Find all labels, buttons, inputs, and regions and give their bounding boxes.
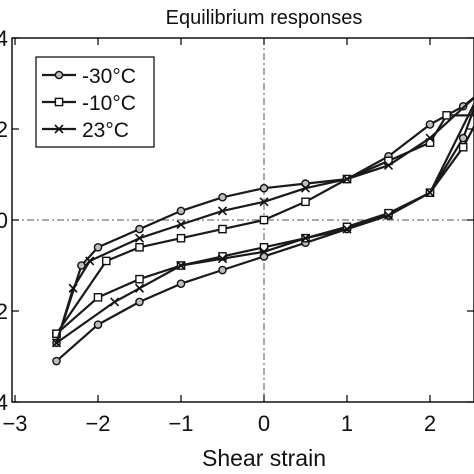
data-point-b [134,233,145,243]
x-tick-label: 1 [341,411,353,436]
series-2 [52,111,474,339]
data-point [383,160,394,170]
data-point-b [51,338,62,348]
x-tick-label: −1 [168,411,193,436]
x-axis-label: Shear strain [202,445,326,471]
legend-marker-b [54,124,64,134]
data-point [93,242,103,252]
x-tick-label: −2 [85,411,110,436]
data-point [218,192,227,202]
data-point [93,293,103,302]
data-point [425,120,435,129]
data-point [68,283,78,293]
data-point-b [259,247,269,257]
y-axis-ticks: 4 2 0 2 4 [0,26,474,415]
data-point [425,133,435,143]
data-point [217,206,228,216]
data-point [176,279,186,289]
data-point-b [342,174,352,184]
data-point-b [425,188,435,198]
data-point [342,224,352,234]
data-point-b [259,197,269,207]
y-tick-label: 4 [0,26,8,51]
data-point [259,247,269,257]
data-point-b [300,233,311,243]
data-point-b [176,219,186,230]
legend-label: 23°C [82,119,129,142]
data-point-b [68,283,78,293]
data-point [135,297,144,307]
x-tick-label: −3 [2,411,27,436]
legend-marker [54,70,64,80]
series-layer [51,95,474,366]
data-point [110,297,120,307]
data-point [85,256,95,266]
data-point [52,356,61,366]
data-point [425,188,435,198]
data-point [93,320,103,329]
data-point [135,274,144,284]
data-point [176,233,186,243]
data-point [300,233,311,243]
data-point-b [217,206,228,216]
data-point-b [134,283,145,293]
data-point [51,338,62,348]
y-tick-label: 4 [0,390,8,415]
data-point [217,254,228,264]
data-point [176,260,186,271]
data-point-b [342,224,352,234]
data-point-b [425,133,435,143]
data-point [134,233,145,243]
data-point-b [110,297,120,307]
data-point [342,174,352,184]
data-point-b [85,256,95,266]
data-point [176,206,186,216]
data-point [101,256,111,266]
data-point [259,197,269,207]
x-tick-label: 0 [258,411,270,436]
y-tick-label: 0 [0,208,8,233]
data-point [134,283,145,293]
data-point [442,111,451,120]
data-point [218,224,227,234]
data-point-b [383,160,394,170]
legend-label: -30°C [82,65,136,88]
data-point [300,183,311,193]
legend-marker [54,97,64,107]
series-line [55,96,474,344]
series-3 [51,96,474,348]
data-point [135,224,144,234]
data-point [259,215,269,225]
data-point [77,261,86,270]
chart-title: Equilibrium responses [166,7,363,29]
data-point [458,142,468,152]
x-tick-label: 2 [424,411,436,436]
data-point [176,219,186,230]
data-point-b [217,254,228,264]
data-point [383,210,394,221]
data-point [135,242,144,252]
data-point-b [176,260,186,271]
data-point [218,265,227,275]
legend-marker [54,124,64,134]
data-point [259,183,269,193]
y-tick-label: 2 [0,299,8,324]
data-point-b [383,210,394,221]
series-line [55,114,474,335]
x-axis-ticks: −3 −2 −1 0 1 2 [2,38,436,436]
legend-label: -10°C [82,92,136,115]
data-point [301,197,310,207]
data-point [218,252,227,261]
legend: -30°C -10°C 23°C [35,56,155,148]
y-tick-label: 2 [0,117,8,142]
data-point-b [300,183,311,193]
